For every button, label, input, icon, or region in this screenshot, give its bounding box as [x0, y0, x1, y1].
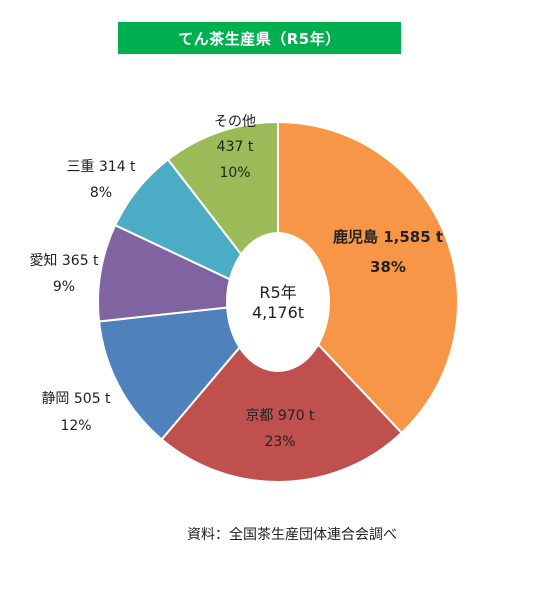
chart-title: てん茶生産県（R5年）	[118, 22, 401, 54]
slice-label-name-5: その他	[214, 114, 256, 130]
slice-label-name-0: 鹿児島 1,585 t	[333, 228, 443, 246]
pie-slice-1	[160, 300, 404, 483]
chart-data-labels: 鹿児島 1,585 t 38% 京都 970 t 23% 静岡 505 t 12% 愛知 3…	[29, 114, 443, 450]
center-label-total: 4,176t	[252, 303, 304, 322]
pie-slice-0	[277, 120, 459, 435]
donut-hole	[226, 232, 330, 372]
slice-label-percent-0: 38%	[370, 258, 406, 276]
source-note: 資料：全国茶生産団体連合会調べ	[187, 527, 397, 543]
slice-label-percent-3: 9%	[53, 279, 75, 295]
center-label-period: R5年	[259, 283, 296, 302]
slice-label-percent-1: 23%	[264, 434, 295, 450]
slice-label-percent-4: 8%	[90, 185, 112, 201]
slice-label-percent-5: 10%	[219, 165, 250, 181]
slice-label-name-1: 京都 970 t	[245, 408, 315, 424]
slice-label-value-5: 437 t	[217, 139, 254, 155]
slice-label-name-2: 静岡 505 t	[41, 391, 111, 407]
slice-label-percent-2: 12%	[60, 418, 91, 434]
slice-label-name-3: 愛知 365 t	[29, 252, 99, 269]
slice-label-name-4: 三重 314 t	[66, 159, 136, 175]
